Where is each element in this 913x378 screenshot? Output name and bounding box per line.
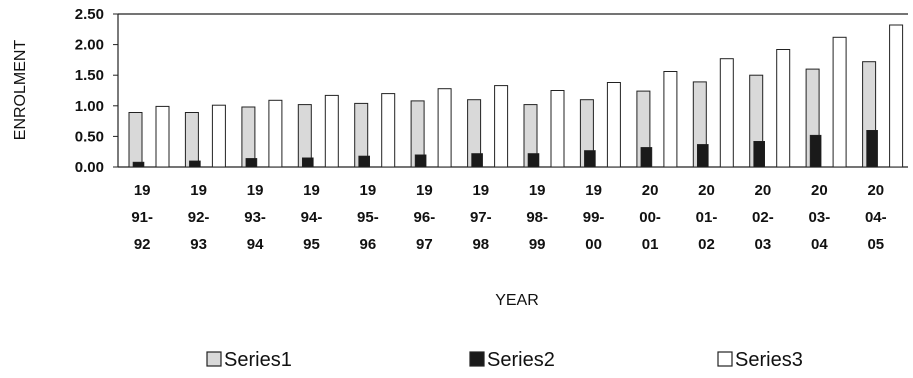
bar-series2-4 <box>358 155 371 168</box>
bar-series2-9 <box>640 147 653 168</box>
bar-series3-9 <box>663 71 678 168</box>
legend-label: Series2 <box>487 349 555 371</box>
bar-series3-5 <box>437 88 452 168</box>
x-tick-label: 00- <box>639 209 661 226</box>
legend-label: Series3 <box>735 349 803 371</box>
bars <box>128 24 904 168</box>
x-tick-label: 20 <box>867 182 884 199</box>
x-tick-label: 91- <box>131 209 153 226</box>
x-tick-label: 19 <box>134 182 151 199</box>
legend-swatch <box>206 351 222 367</box>
x-tick-label: 98 <box>472 236 489 253</box>
x-tick-label: 20 <box>755 182 772 199</box>
bar-series2-11 <box>753 141 766 168</box>
x-tick-label: 99- <box>583 209 605 226</box>
bar-series3-13 <box>889 24 904 168</box>
bar-series2-0 <box>132 161 145 168</box>
x-tick-label: 19 <box>303 182 320 199</box>
bar-series2-6 <box>471 153 483 168</box>
x-tick-label: 02- <box>752 209 774 226</box>
bar-series3-0 <box>155 105 170 168</box>
bar-series2-13 <box>866 130 878 168</box>
legend-item-series3: Series3 <box>717 349 803 371</box>
bar-series1-0 <box>128 112 143 168</box>
bar-series2-7 <box>527 153 540 168</box>
x-tick-label: 19 <box>416 182 433 199</box>
x-tick-label: 02 <box>698 236 715 253</box>
y-tick-label: 0.50 <box>75 128 104 145</box>
x-tick-label: 96- <box>414 209 436 226</box>
legend-swatch <box>469 351 485 367</box>
y-tick-label: 2.50 <box>75 6 104 23</box>
x-tick-label: 95 <box>303 236 320 253</box>
x-tick-label: 92 <box>134 236 151 253</box>
legend-swatch <box>717 351 733 367</box>
bar-series2-1 <box>189 160 201 168</box>
x-tick-label: 00 <box>585 236 602 253</box>
bar-series2-12 <box>809 134 822 168</box>
bar-series3-1 <box>211 104 226 168</box>
x-tick-label: 03 <box>755 236 772 253</box>
bar-series3-3 <box>324 94 339 168</box>
bar-series1-2 <box>241 106 256 168</box>
x-tick-label: 99 <box>529 236 546 253</box>
bar-series3-6 <box>494 85 509 168</box>
x-tick-label: 19 <box>472 182 489 199</box>
y-axis-title: ENROLMENT <box>12 40 29 141</box>
x-tick-label: 20 <box>642 182 659 199</box>
x-tick-label: 04 <box>811 236 828 253</box>
y-tick-label: 1.50 <box>75 67 104 84</box>
x-tick-label: 97- <box>470 209 492 226</box>
x-axis-title: YEAR <box>495 292 539 309</box>
bar-series2-8 <box>584 150 596 168</box>
x-tick-label: 05 <box>867 236 884 253</box>
bar-series3-10 <box>719 58 734 168</box>
legend-item-series1: Series1 <box>206 349 292 371</box>
legend-label: Series1 <box>224 349 292 371</box>
bar-series3-12 <box>832 36 847 168</box>
bar-series3-7 <box>550 90 565 168</box>
x-tick-label: 19 <box>190 182 207 199</box>
bar-series3-2 <box>268 99 283 168</box>
x-tick-label: 96 <box>360 236 377 253</box>
x-tick-label: 94 <box>247 236 264 253</box>
bar-series3-11 <box>776 49 791 168</box>
y-tick-label: 0.00 <box>75 159 104 176</box>
y-axis-ticks: 0.00 0.50 1.00 1.50 2.00 2.50 <box>75 6 118 176</box>
bar-series3-4 <box>381 93 396 168</box>
x-tick-label: 92- <box>188 209 210 226</box>
x-tick-label: 93 <box>190 236 207 253</box>
bar-series2-10 <box>696 144 709 168</box>
x-tick-label: 95- <box>357 209 379 226</box>
x-tick-label: 03- <box>809 209 831 226</box>
x-tick-label: 94- <box>301 209 323 226</box>
x-tick-label: 01 <box>642 236 659 253</box>
x-tick-label: 20 <box>698 182 715 199</box>
x-tick-label: 04- <box>865 209 887 226</box>
x-tick-label: 19 <box>529 182 546 199</box>
bar-series2-3 <box>301 157 314 168</box>
legend: Series1 Series2 Series3 <box>206 349 803 371</box>
bar-series2-2 <box>245 158 258 168</box>
x-tick-label: 01- <box>696 209 718 226</box>
x-tick-label: 19 <box>360 182 377 199</box>
bar-series1-1 <box>184 112 199 168</box>
legend-item-series2: Series2 <box>469 349 555 371</box>
x-tick-label: 19 <box>247 182 264 199</box>
x-tick-label: 20 <box>811 182 828 199</box>
x-tick-label: 93- <box>244 209 266 226</box>
x-axis-ticks: 19 91- 92 19 92- 93 19 93- 94 19 94- 95 19 95- 96 19 96-… <box>131 182 886 253</box>
bar-series2-5 <box>414 154 427 168</box>
x-tick-label: 19 <box>585 182 602 199</box>
x-tick-label: 98- <box>526 209 548 226</box>
y-tick-label: 1.00 <box>75 98 104 115</box>
y-tick-label: 2.00 <box>75 37 104 54</box>
x-tick-label: 97 <box>416 236 433 253</box>
bar-series3-8 <box>606 82 621 168</box>
